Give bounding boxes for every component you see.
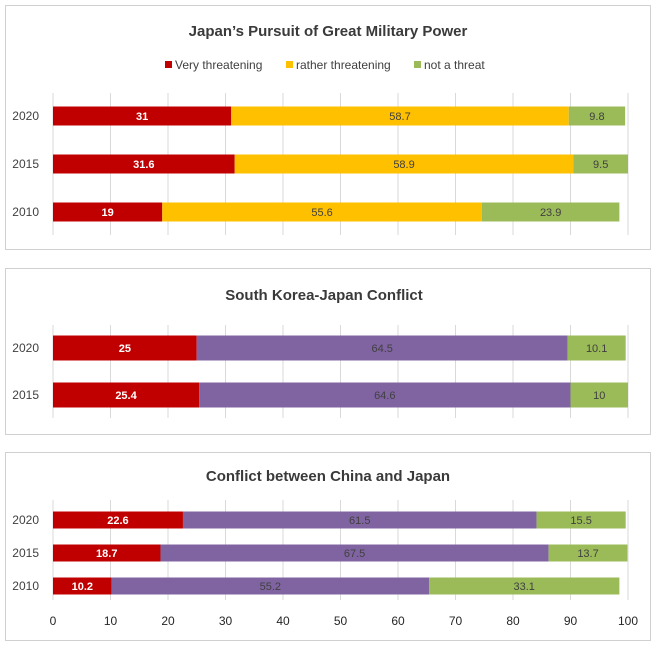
category-label: 2010	[12, 579, 39, 593]
x-tick-label: 80	[506, 614, 520, 628]
data-label: 58.9	[393, 159, 414, 171]
x-tick-label: 40	[276, 614, 290, 628]
bar-segment	[548, 544, 628, 562]
data-label: 13.7	[577, 548, 598, 560]
bar-segment	[111, 577, 430, 595]
data-label: 64.6	[374, 390, 395, 402]
bar-segment	[570, 382, 628, 408]
x-tick-label: 50	[334, 614, 348, 628]
chart-panel-china-japan: Conflict between China and Japan 2020 22.…	[5, 452, 651, 641]
data-label: 15.5	[570, 515, 591, 527]
x-tick-label: 0	[50, 614, 57, 628]
bar-segment	[481, 202, 620, 222]
bar-segment	[53, 382, 200, 408]
x-tick-label: 30	[219, 614, 233, 628]
x-axis-ticks: 0 10 20 30 40 50 60 70 80 90 100	[50, 614, 639, 628]
chart-title: Conflict between China and Japan	[206, 468, 450, 485]
data-label: 22.6	[107, 515, 128, 527]
x-tick-label: 90	[564, 614, 578, 628]
x-tick-label: 20	[161, 614, 175, 628]
x-tick-label: 10	[104, 614, 118, 628]
data-label: 33.1	[514, 581, 535, 593]
bar-segment	[53, 544, 161, 562]
data-label: 10.1	[586, 343, 607, 355]
bar-segment	[53, 154, 235, 174]
bar-segment	[567, 335, 626, 361]
data-label: 9.8	[589, 111, 604, 123]
legend-label-very-threatening: Very threatening	[175, 58, 262, 72]
legend: Very threatening rather threatening not …	[165, 58, 485, 72]
bar-segment	[53, 577, 112, 595]
data-label: 64.5	[371, 343, 392, 355]
data-label: 25.4	[115, 390, 137, 402]
category-label: 2015	[12, 157, 39, 171]
bar-segment	[196, 335, 568, 361]
data-label: 58.7	[389, 111, 410, 123]
bar-segment	[53, 335, 197, 361]
data-label: 9.5	[593, 159, 608, 171]
bar-segment	[53, 106, 232, 126]
legend-label-not-a-threat: not a threat	[424, 58, 485, 72]
data-label: 19	[102, 207, 114, 219]
bar-segment	[536, 511, 626, 529]
legend-swatch-not-a-threat	[414, 61, 421, 68]
data-label: 61.5	[349, 515, 370, 527]
data-label: 10.2	[72, 581, 93, 593]
category-label: 2020	[12, 109, 39, 123]
legend-swatch-rather-threatening	[286, 61, 293, 68]
bar-segment	[53, 202, 163, 222]
bar-group: 2020 31 58.7 9.8 2015 31.6 58.9 9.5 2010 19 55.6 23…	[12, 106, 628, 222]
data-label: 31	[136, 111, 148, 123]
chart-panel-korea-japan: South Korea-Japan Conflict 2020 25 64.5 10.…	[5, 268, 651, 435]
legend-swatch-very-threatening	[165, 61, 172, 68]
chart-title: South Korea-Japan Conflict	[225, 287, 423, 304]
x-tick-label: 70	[449, 614, 463, 628]
data-label: 31.6	[133, 159, 154, 171]
data-label: 55.2	[260, 581, 281, 593]
bar-segment	[231, 106, 569, 126]
bar-segment	[429, 577, 620, 595]
data-label: 10	[593, 390, 605, 402]
category-label: 2020	[12, 341, 39, 355]
data-label: 25	[119, 343, 131, 355]
bar-segment	[573, 154, 628, 174]
data-label: 67.5	[344, 548, 365, 560]
bar-segment	[162, 202, 482, 222]
chart-title: Japan’s Pursuit of Great Military Power	[189, 23, 468, 40]
bar-group: 2020 22.6 61.5 15.5 2015 18.7 67.5 13.7 2010 10.2…	[12, 511, 628, 595]
category-label: 2020	[12, 513, 39, 527]
bar-group: 2020 25 64.5 10.1 2015 25.4 64.6 10	[12, 335, 628, 408]
category-label: 2015	[12, 388, 39, 402]
category-label: 2010	[12, 205, 39, 219]
data-label: 23.9	[540, 207, 561, 219]
category-label: 2015	[12, 546, 39, 560]
chart-panel-military-power: Japan’s Pursuit of Great Military Power …	[5, 5, 651, 250]
bar-segment	[568, 106, 626, 126]
bar-segment	[53, 511, 183, 529]
bar-segment	[199, 382, 571, 408]
data-label: 55.6	[311, 207, 332, 219]
x-tick-label: 100	[618, 614, 638, 628]
data-label: 18.7	[96, 548, 117, 560]
bar-segment	[182, 511, 537, 529]
bar-segment	[234, 154, 574, 174]
x-tick-label: 60	[391, 614, 405, 628]
legend-label-rather-threatening: rather threatening	[296, 58, 391, 72]
bar-segment	[160, 544, 549, 562]
